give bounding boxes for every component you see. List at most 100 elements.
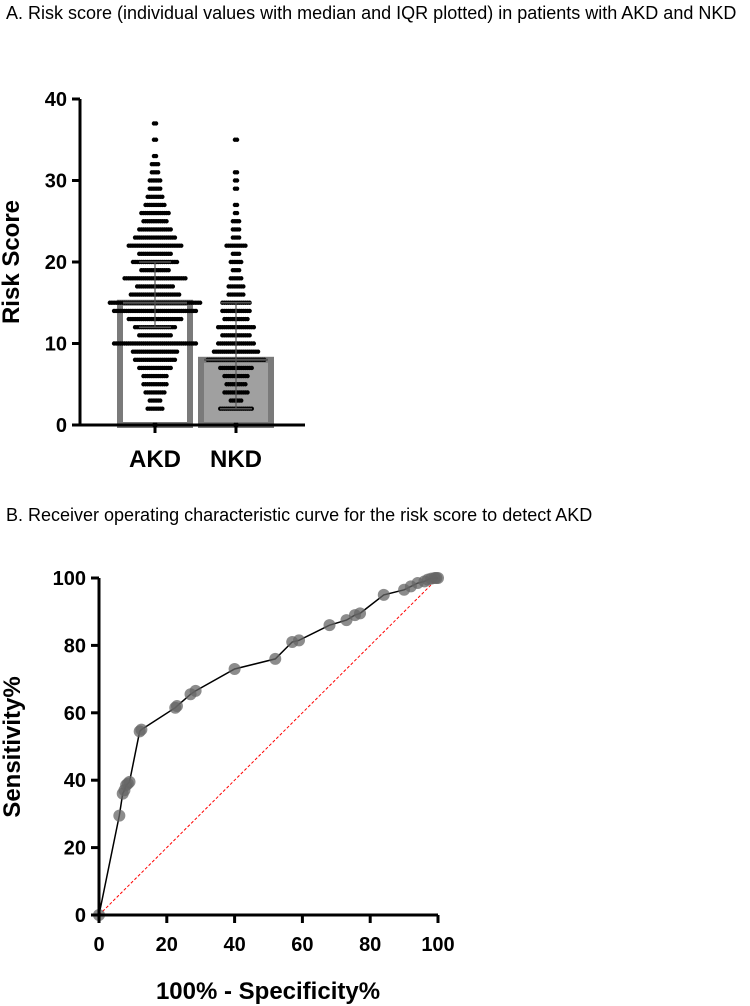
data-point-nkd (234, 210, 240, 216)
y-tick-label: 30 (45, 171, 67, 193)
data-point-nkd (249, 365, 254, 371)
data-point-nkd (239, 398, 244, 403)
data-point-akd (170, 284, 176, 289)
roc-point (170, 700, 183, 713)
data-point-akd (162, 202, 167, 208)
data-point-akd (160, 194, 165, 199)
data-point-akd (155, 162, 161, 167)
data-point-akd (160, 406, 165, 411)
roc-point (123, 775, 136, 788)
roc-point (113, 809, 126, 822)
reference-diagonal-line (98, 577, 439, 916)
risk-score-chart: 0 10 20 30 40 AKD NKD Risk Score (0, 89, 305, 473)
data-point-nkd (234, 137, 240, 142)
roc-point (293, 634, 306, 647)
panel-a-caption: A. Risk score (individual values with me… (6, 3, 737, 23)
y-tick-label: 100 (53, 568, 86, 590)
x-tick-label: 20 (156, 934, 178, 956)
data-point-akd (166, 267, 171, 273)
roc-point (432, 572, 444, 584)
data-point-akd (164, 382, 169, 387)
data-point-akd (153, 137, 159, 142)
data-point-nkd (241, 292, 246, 297)
x-tick-label: 100 (421, 934, 454, 956)
roc-point (323, 619, 336, 632)
x-tick-label: 80 (359, 934, 381, 956)
data-point-akd (179, 316, 184, 322)
data-point-nkd (245, 316, 250, 322)
roc-point (135, 723, 148, 736)
data-point-akd (162, 390, 167, 395)
data-point-akd (176, 292, 182, 297)
data-point-nkd (251, 325, 257, 330)
data-point-akd (164, 219, 169, 224)
y-axis-title: Sensitivity% (0, 676, 26, 817)
data-point-nkd (236, 227, 242, 232)
data-point-akd (193, 341, 199, 346)
y-tick-label: 60 (64, 703, 86, 725)
data-point-nkd (234, 202, 240, 208)
data-point-nkd (236, 267, 242, 273)
x-tick-label: 60 (291, 934, 313, 956)
data-point-akd (168, 333, 173, 338)
data-point-nkd (247, 308, 252, 314)
data-point-nkd (245, 373, 250, 379)
data-point-nkd (234, 186, 240, 191)
y-tick-label: 20 (45, 252, 67, 274)
data-point-akd (158, 186, 163, 191)
y-tick-label: 40 (45, 89, 67, 111)
data-point-akd (183, 276, 188, 281)
data-point-akd (193, 308, 199, 314)
data-point-akd (197, 300, 203, 305)
data-point-nkd (239, 276, 244, 281)
data-point-akd (172, 357, 178, 362)
roc-point (228, 662, 241, 675)
data-point-akd (179, 243, 184, 248)
data-point-akd (168, 365, 173, 371)
x-tick-label: 0 (93, 934, 104, 956)
data-point-akd (158, 398, 163, 403)
y-tick-label: 0 (56, 415, 67, 437)
data-point-akd (174, 259, 180, 265)
x-category-label-nkd: NKD (210, 446, 262, 473)
data-point-nkd (234, 170, 240, 175)
data-point-nkd (255, 349, 261, 354)
data-point-akd (172, 235, 178, 240)
roc-point (189, 684, 202, 697)
data-point-akd (168, 227, 173, 232)
roc-point (269, 652, 282, 665)
data-point-nkd (234, 178, 240, 183)
data-point-akd (153, 121, 159, 126)
data-point-akd (166, 210, 171, 216)
data-point-nkd (236, 251, 242, 257)
data-point-akd (158, 178, 163, 183)
data-point-nkd (241, 284, 246, 289)
y-tick-label: 0 (75, 905, 86, 927)
data-point-akd (164, 373, 169, 379)
data-point-nkd (243, 382, 248, 387)
data-point-akd (172, 325, 178, 330)
data-point-nkd (236, 235, 242, 240)
panel-b-caption: B. Receiver operating characteristic cur… (6, 505, 593, 525)
data-point-nkd (236, 219, 242, 224)
data-point-akd (168, 251, 173, 257)
data-point-nkd (247, 333, 252, 338)
data-point-akd (153, 153, 159, 159)
y-tick-label: 40 (64, 770, 86, 792)
roc-point (354, 607, 367, 620)
y-tick-label: 80 (64, 635, 86, 657)
x-tick-label: 40 (223, 934, 245, 956)
data-point-nkd (245, 390, 250, 395)
x-axis-title: 100% - Specificity% (156, 978, 380, 1005)
y-tick-label: 10 (45, 334, 67, 356)
roc-point (377, 588, 390, 601)
data-point-nkd (251, 341, 257, 346)
y-axis-title: Risk Score (0, 200, 25, 324)
y-tick-label: 20 (64, 838, 86, 860)
data-point-akd (155, 170, 161, 175)
x-category-label-akd: AKD (129, 446, 181, 473)
data-point-nkd (239, 259, 244, 265)
data-point-akd (174, 349, 180, 354)
data-point-nkd (243, 243, 248, 248)
